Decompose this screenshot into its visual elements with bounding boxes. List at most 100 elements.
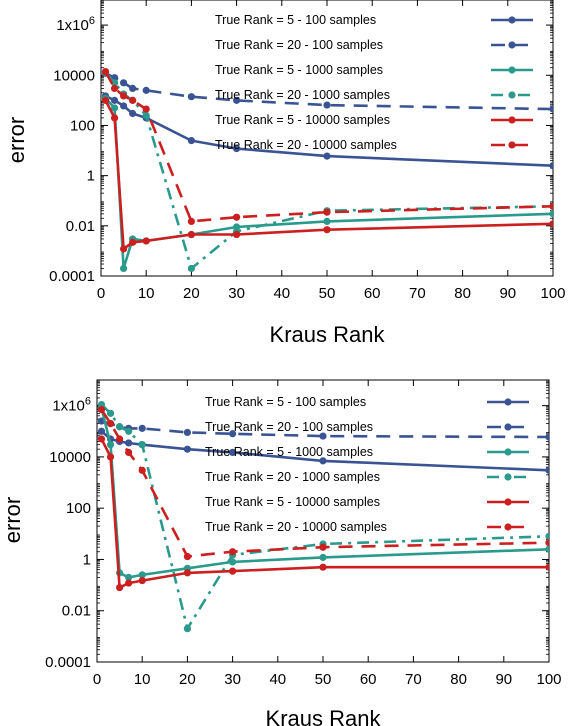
legend-label: True Rank = 20 - 100 samples	[215, 38, 383, 52]
data-point	[106, 409, 115, 417]
data-point	[97, 400, 106, 409]
data-point	[323, 217, 331, 225]
x-tick-label: 10	[134, 671, 151, 688]
y-tick-label: 1x106	[52, 396, 91, 415]
legend-label: True Rank = 5 - 10000 samples	[205, 495, 380, 509]
legend-label: True Rank = 5 - 100 samples	[205, 395, 366, 409]
x-tick-label: 0	[97, 285, 105, 302]
data-point	[187, 217, 195, 225]
data-point	[129, 238, 137, 246]
data-point	[138, 576, 146, 585]
data-point	[549, 210, 553, 218]
legend-label: True Rank = 5 - 1000 samples	[205, 445, 373, 459]
data-point	[549, 105, 553, 113]
x-tick-label: 100	[536, 671, 561, 688]
x-tick-label: 80	[450, 671, 467, 688]
data-point	[142, 237, 150, 245]
x-axis-title: Kraus Rank	[266, 706, 382, 726]
data-point	[106, 441, 115, 449]
data-point	[97, 435, 106, 443]
legend-marker	[508, 41, 516, 49]
legend-marker	[504, 498, 512, 506]
data-point	[183, 445, 191, 453]
data-point	[319, 457, 327, 465]
y-tick-label: 0.0001	[49, 268, 95, 285]
data-point	[545, 563, 549, 571]
data-point	[183, 552, 191, 561]
legend-label: True Rank = 20 - 1000 samples	[205, 470, 380, 484]
legend-label: True Rank = 5 - 1000 samples	[215, 63, 383, 77]
data-point	[319, 563, 327, 571]
legend-marker	[504, 523, 512, 531]
data-point	[142, 111, 150, 120]
data-point	[116, 435, 124, 443]
data-point	[142, 105, 150, 113]
data-point	[229, 567, 237, 575]
x-axis-title: Kraus Rank	[270, 322, 386, 347]
x-tick-label: 20	[183, 285, 200, 302]
series-group	[101, 68, 553, 273]
data-point	[110, 79, 119, 87]
data-point	[97, 427, 106, 435]
y-tick-label: 1	[87, 168, 95, 185]
data-point	[545, 466, 549, 474]
data-point	[120, 264, 128, 273]
data-point	[233, 96, 241, 104]
legend-label: True Rank = 20 - 10000 samples	[215, 138, 397, 152]
legend-marker	[504, 423, 512, 431]
data-point	[125, 579, 133, 587]
legend-label: True Rank = 20 - 1000 samples	[215, 88, 390, 102]
data-point	[125, 427, 133, 435]
data-point	[183, 428, 191, 437]
x-tick-label: 70	[405, 671, 422, 688]
data-point	[129, 109, 137, 118]
legend-marker	[504, 473, 512, 481]
legend-marker	[504, 448, 512, 456]
y-tick-label: 0.01	[62, 603, 91, 620]
data-point	[138, 571, 146, 579]
data-point	[101, 96, 110, 104]
data-point	[129, 84, 137, 92]
data-point	[233, 144, 241, 153]
data-point	[97, 406, 106, 414]
data-point	[549, 162, 553, 170]
data-point	[101, 68, 110, 76]
x-tick-label: 40	[273, 285, 290, 302]
legend-marker	[504, 398, 512, 406]
data-point	[120, 102, 128, 110]
data-point	[545, 545, 549, 553]
data-point	[116, 583, 124, 592]
data-point	[323, 226, 331, 234]
data-point	[549, 220, 553, 228]
data-point	[125, 439, 133, 447]
data-point	[110, 114, 119, 122]
data-point	[323, 208, 331, 216]
data-point	[545, 532, 549, 540]
y-tick-label: 0.0001	[45, 654, 91, 671]
legend-marker	[508, 116, 516, 124]
legend-label: True Rank = 5 - 100 samples	[215, 13, 376, 27]
data-point	[138, 441, 146, 449]
y-tick-label: 10000	[53, 67, 95, 84]
x-tick-label: 0	[93, 671, 101, 688]
data-point	[110, 96, 119, 104]
data-point	[229, 548, 237, 556]
data-point	[187, 136, 195, 145]
x-tick-label: 70	[409, 285, 426, 302]
x-tick-label: 10	[138, 285, 155, 302]
data-point	[125, 573, 133, 581]
legend-marker	[508, 91, 516, 99]
series-group	[97, 400, 549, 633]
x-tick-label: 30	[224, 671, 241, 688]
data-point	[233, 230, 241, 239]
data-point	[187, 93, 195, 101]
chart-panel-2: 0 10 20 30 40 50 60 70 80 90 100 0.0001 0.01 1 100 1000…	[0, 379, 562, 726]
x-tick-label: 60	[360, 671, 377, 688]
data-point	[183, 625, 191, 633]
x-tick-label: 80	[454, 285, 471, 302]
data-point	[319, 543, 327, 551]
y-tick-label: 1x106	[56, 15, 95, 34]
y-tick-label: 0.01	[66, 218, 95, 235]
x-tick-label: 90	[495, 671, 512, 688]
data-point	[549, 202, 553, 210]
